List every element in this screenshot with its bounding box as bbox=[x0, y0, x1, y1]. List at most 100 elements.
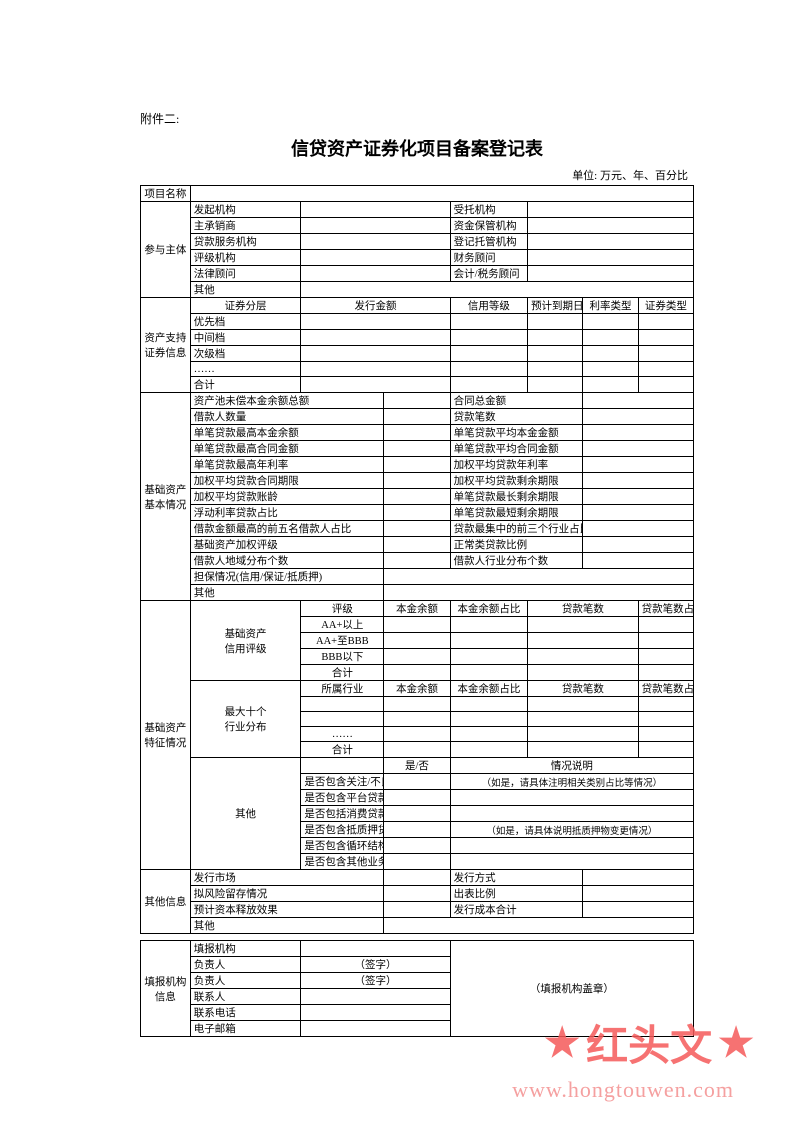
cell bbox=[450, 742, 527, 758]
cell: 电子邮箱 bbox=[190, 1021, 301, 1037]
cell: 联系电话 bbox=[190, 1005, 301, 1021]
cell: 优先档 bbox=[190, 314, 301, 330]
cell bbox=[384, 742, 450, 758]
cell: 登记托管机构 bbox=[450, 234, 527, 250]
cell: 负责人 bbox=[190, 973, 301, 989]
cell bbox=[638, 377, 693, 393]
cell bbox=[384, 774, 450, 790]
cell bbox=[384, 569, 694, 585]
credit-rating-label: 基础资产 信用评级 bbox=[190, 601, 301, 681]
cell: 预计到期日 bbox=[528, 298, 583, 314]
cell: 是否包含关注/不良贷款 bbox=[301, 774, 384, 790]
cell: 合同总金额 bbox=[450, 393, 583, 409]
cell: 单笔贷款最长剩余期限 bbox=[450, 489, 583, 505]
watermark-url: www.hongtouwen.com bbox=[512, 1077, 734, 1103]
cell bbox=[583, 521, 694, 537]
cell: 是否包括消费贷款 bbox=[301, 806, 384, 822]
cell bbox=[301, 758, 384, 774]
cell bbox=[384, 521, 450, 537]
cell bbox=[384, 712, 450, 727]
cell bbox=[583, 886, 694, 902]
cell bbox=[301, 314, 450, 330]
cell bbox=[301, 330, 450, 346]
cell: 是否包含平台贷款 bbox=[301, 790, 384, 806]
section-other-info: 其他信息 bbox=[141, 870, 191, 934]
cell: 发行方式 bbox=[450, 870, 583, 886]
form-table: 项目名称 参与主体 发起机构受托机构 主承销商资金保管机构 贷款服务机构登记托管… bbox=[140, 185, 694, 934]
cell bbox=[301, 697, 384, 712]
cell bbox=[528, 665, 639, 681]
cell bbox=[384, 633, 450, 649]
cell bbox=[384, 822, 450, 838]
cell: …… bbox=[190, 362, 301, 377]
cell: 基础资产加权评级 bbox=[190, 537, 384, 553]
cell: 其他 bbox=[190, 282, 301, 298]
cell: 预计资本释放效果 bbox=[190, 902, 384, 918]
cell bbox=[583, 902, 694, 918]
cell: 负责人 bbox=[190, 957, 301, 973]
cell bbox=[301, 346, 450, 362]
cell bbox=[301, 202, 450, 218]
cell: 加权平均贷款合同期限 bbox=[190, 473, 384, 489]
cell: 加权平均贷款账龄 bbox=[190, 489, 384, 505]
cell bbox=[638, 665, 693, 681]
cell: 情况说明 bbox=[450, 758, 693, 774]
cell: 加权平均贷款剩余期限 bbox=[450, 473, 583, 489]
cell bbox=[528, 362, 583, 377]
cell: 单笔贷款最高年利率 bbox=[190, 457, 384, 473]
cell: 拟风险留存情况 bbox=[190, 886, 384, 902]
cell bbox=[301, 282, 694, 298]
cell bbox=[583, 393, 694, 409]
cell bbox=[638, 712, 693, 727]
section-filer: 填报机构 信息 bbox=[141, 941, 191, 1037]
cell bbox=[583, 362, 638, 377]
cell: 信用等级 bbox=[450, 298, 527, 314]
cell bbox=[638, 314, 693, 330]
cell bbox=[450, 790, 693, 806]
cell bbox=[528, 697, 639, 712]
cell bbox=[301, 234, 450, 250]
cell bbox=[528, 346, 583, 362]
cell bbox=[638, 727, 693, 742]
cell: 单笔贷款最高合同金额 bbox=[190, 441, 384, 457]
cell bbox=[583, 409, 694, 425]
cell bbox=[528, 633, 639, 649]
cell bbox=[384, 473, 450, 489]
cell bbox=[583, 473, 694, 489]
cell: 发行市场 bbox=[190, 870, 384, 886]
cell bbox=[301, 712, 384, 727]
cell bbox=[528, 617, 639, 633]
cell: 资产池未偿本金余额总额 bbox=[190, 393, 384, 409]
cell bbox=[384, 649, 450, 665]
cell bbox=[528, 377, 583, 393]
cell: 评级机构 bbox=[190, 250, 301, 266]
cell bbox=[583, 870, 694, 886]
cell: 借款金额最高的前五名借款人占比 bbox=[190, 521, 384, 537]
unit-label: 单位: 万元、年、百分比 bbox=[140, 167, 694, 183]
cell bbox=[450, 633, 527, 649]
cell: 单笔贷款平均本金金额 bbox=[450, 425, 583, 441]
cell: 本金余额占比 bbox=[450, 601, 527, 617]
cell: 是否包含抵质押贷款 bbox=[301, 822, 384, 838]
other-label: 其他 bbox=[190, 758, 301, 870]
cell: （签字） bbox=[301, 973, 450, 989]
cell: 本金余额 bbox=[384, 601, 450, 617]
section-basic: 基础资产 基本情况 bbox=[141, 393, 191, 601]
cell bbox=[301, 377, 450, 393]
cell bbox=[384, 425, 450, 441]
cell: 证券类型 bbox=[638, 298, 693, 314]
cell bbox=[583, 377, 638, 393]
cell: 其他 bbox=[190, 585, 384, 601]
cell: 加权平均贷款年利率 bbox=[450, 457, 583, 473]
section-abs: 资产支持 证券信息 bbox=[141, 298, 191, 393]
cell bbox=[450, 377, 527, 393]
attachment-label: 附件二: bbox=[140, 110, 694, 127]
cell: 资金保管机构 bbox=[450, 218, 527, 234]
cell bbox=[450, 838, 693, 854]
cell: 担保情况(信用/保证/抵质押) bbox=[190, 569, 384, 585]
cell: 借款人数量 bbox=[190, 409, 384, 425]
cell bbox=[583, 489, 694, 505]
cell: 贷款笔数 bbox=[528, 601, 639, 617]
cell bbox=[528, 727, 639, 742]
cell: 主承销商 bbox=[190, 218, 301, 234]
